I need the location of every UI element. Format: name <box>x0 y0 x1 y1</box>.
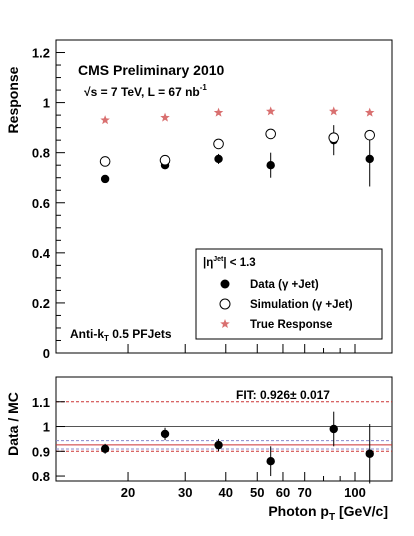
algo-rest: 0.5 PFJets <box>109 327 172 341</box>
response-plot-frame <box>55 39 393 354</box>
response-y-tick-label: 1 <box>43 96 50 111</box>
true-response-point <box>160 112 170 122</box>
legend-label-data: Data (γ +Jet) <box>250 279 319 291</box>
response-axis-label: Response <box>5 66 21 133</box>
ratio-point <box>266 456 275 466</box>
ratio-y-tick-label: 1.1 <box>32 395 50 410</box>
ratio-point <box>100 444 110 454</box>
true-response-point <box>364 107 375 117</box>
data-point <box>266 161 275 170</box>
response-y-tick-label: 1.2 <box>32 46 50 61</box>
fit-text: FIT: 0.926± 0.017 <box>236 388 330 402</box>
legend-marker-true-response <box>220 319 230 329</box>
legend-marker-simulation <box>219 298 231 310</box>
legend-header: |ηJet| < 1.3 <box>203 256 256 269</box>
energy-lumi-sup: -1 <box>200 83 208 92</box>
legend-marker-data <box>220 279 230 289</box>
ratio-point <box>214 440 223 450</box>
ratio-x-tick-label: 50 <box>250 485 264 500</box>
simulation-point <box>159 154 171 166</box>
legend-header-main: |η <box>203 257 213 269</box>
ratio-y-tick-label: 0.9 <box>32 444 50 459</box>
true-response-point <box>265 106 276 116</box>
ratio-x-tick-label: 30 <box>178 485 192 500</box>
ratio-points <box>100 411 374 484</box>
ratio-x-tick-label: 60 <box>276 485 290 500</box>
algo-sub: T <box>104 334 109 343</box>
ratio-reference-lines <box>56 401 392 452</box>
ratio-y-tick-label: 1 <box>43 420 50 435</box>
x-axis-label-sub: T <box>329 512 335 523</box>
true-response-point <box>100 115 110 125</box>
ratio-panel: Data / MC 0.8 0.9 1 1.1 20 30 40 50 60 70 100 FIT… <box>5 376 393 500</box>
ratio-x-tick-label: 40 <box>219 485 233 500</box>
legend-label-simulation: Simulation (γ +Jet) <box>250 299 353 311</box>
response-panel: Response 0 0.2 0.4 0.6 0.8 1 1.2 CMS Prelimina… <box>5 39 393 361</box>
ratio-x-tick-label: 20 <box>121 485 135 500</box>
ratio-y-tick-label: 0.8 <box>32 469 50 484</box>
ratio-x-ticks: 20 30 40 50 60 70 100 <box>121 472 366 500</box>
ratio-point <box>365 449 374 458</box>
ratio-point <box>329 424 338 434</box>
simulation-point <box>99 156 111 167</box>
ratio-x-tick-label: 70 <box>297 485 311 500</box>
simulation-point <box>265 128 276 140</box>
simulation-point <box>328 132 340 143</box>
true-response-point <box>328 106 339 116</box>
response-x-ticks <box>127 344 356 353</box>
energy-lumi-text: √s = 7 TeV, L = 67 nb-1 <box>84 83 207 99</box>
ratio-point <box>160 429 170 439</box>
data-point <box>100 174 110 184</box>
ratio-y-ticks: 0.8 0.9 1 1.1 <box>32 395 65 484</box>
energy-lumi-main: √s = 7 TeV, L = 67 nb <box>84 85 200 99</box>
simulation-point <box>213 138 224 150</box>
data-point <box>365 154 374 164</box>
x-axis-label: Photon pT [GeV/c] <box>268 503 388 523</box>
ratio-plot-frame <box>55 376 393 482</box>
legend: |ηJet| < 1.3 Data (γ +Jet) Simulation (γ… <box>195 248 383 340</box>
data-point <box>214 154 223 164</box>
ratio-axis-label: Data / MC <box>5 392 21 456</box>
response-y-tick-label: 0.2 <box>32 296 50 311</box>
legend-header-rest: | < 1.3 <box>223 257 255 269</box>
response-y-tick-label: 0.4 <box>32 246 51 261</box>
algo-main: Anti-k <box>70 327 104 341</box>
algo-text: Anti-kT 0.5 PFJets <box>70 327 172 343</box>
legend-label-true-response: True Response <box>250 319 332 331</box>
response-points <box>99 106 376 187</box>
x-axis-label-main: Photon p <box>268 503 329 519</box>
legend-header-sup: Jet <box>213 256 224 263</box>
response-y-tick-label: 0 <box>43 346 50 361</box>
response-y-tick-label: 0.6 <box>32 196 50 211</box>
simulation-point <box>364 129 376 141</box>
response-y-tick-label: 0.8 <box>32 146 50 161</box>
ratio-x-tick-label: 100 <box>344 485 366 500</box>
x-axis-label-unit: [GeV/c] <box>335 503 388 519</box>
response-y-ticks: 0 0.2 0.4 0.6 0.8 1 1.2 <box>32 46 65 361</box>
cms-title: CMS Preliminary 2010 <box>78 62 225 78</box>
true-response-point <box>213 107 224 117</box>
